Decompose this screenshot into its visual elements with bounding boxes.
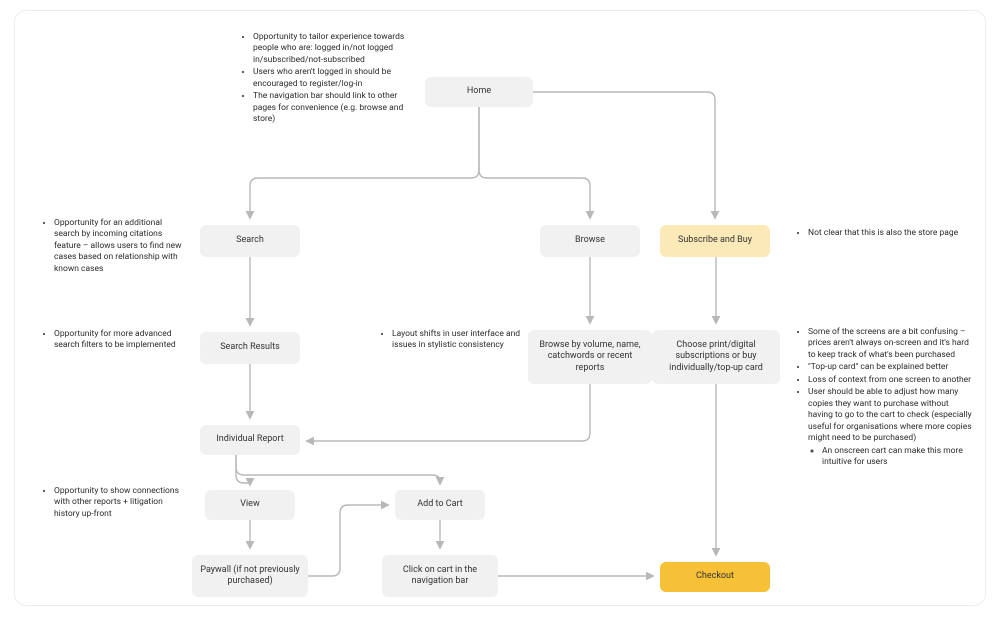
- node-individual: Individual Report: [200, 425, 300, 455]
- node-checkout: Checkout: [660, 562, 770, 592]
- node-add-cart: Add to Cart: [395, 490, 485, 520]
- node-subscribe: Subscribe and Buy: [660, 225, 770, 257]
- annotation-left-results: Opportunity for more advanced search fil…: [40, 329, 188, 353]
- node-label: Individual Report: [216, 434, 283, 445]
- annotation-item: Layout shifts in user interface and issu…: [392, 329, 526, 352]
- annotation-list: Opportunity to show connections with oth…: [40, 486, 188, 520]
- annotation-left-search: Opportunity for an additional search by …: [40, 218, 188, 276]
- annotation-item: Users who aren't logged in should be enc…: [253, 67, 409, 90]
- node-label: Browse: [575, 235, 605, 246]
- annotation-right-choose: Some of the screens are a bit confusing …: [794, 327, 974, 470]
- annotation-top-notes: Opportunity to tailor experience towards…: [239, 32, 409, 127]
- node-search-results: Search Results: [200, 332, 300, 364]
- annotation-list: Layout shifts in user interface and issu…: [378, 329, 526, 352]
- annotation-item: Opportunity to show connections with oth…: [54, 486, 188, 520]
- annotation-right-store: Not clear that this is also the store pa…: [794, 228, 969, 240]
- annotation-item: Opportunity for more advanced search fil…: [54, 329, 188, 352]
- node-choose: Choose print/digital subscriptions or bu…: [652, 330, 780, 384]
- annotation-subitem: An onscreen cart can make this more intu…: [822, 446, 974, 469]
- annotation-item: Some of the screens are a bit confusing …: [808, 327, 974, 361]
- node-label: Paywall (if not previously purchased): [200, 565, 300, 588]
- node-label: Click on cart in the navigation bar: [390, 565, 490, 588]
- annotation-item: Not clear that this is also the store pa…: [808, 228, 969, 239]
- annotation-item: Opportunity for an additional search by …: [54, 218, 188, 275]
- node-search: Search: [200, 225, 300, 257]
- node-label: View: [240, 499, 259, 510]
- node-home: Home: [425, 77, 533, 107]
- node-label: Browse by volume, name, catchwords or re…: [536, 340, 644, 374]
- annotation-item: "Top-up card" can be explained better: [808, 362, 974, 373]
- node-browse: Browse: [540, 225, 640, 257]
- annotation-item: Opportunity to tailor experience towards…: [253, 32, 409, 66]
- annotation-list: Opportunity for an additional search by …: [40, 218, 188, 275]
- node-label: Search: [236, 235, 264, 246]
- annotation-list: Some of the screens are a bit confusing …: [794, 327, 974, 469]
- annotation-list: Opportunity to tailor experience towards…: [239, 32, 409, 126]
- annotation-list: Not clear that this is also the store pa…: [794, 228, 969, 239]
- annotation-item: User should be able to adjust how many c…: [808, 387, 974, 468]
- node-label: Checkout: [696, 571, 734, 582]
- node-label: Search Results: [220, 342, 280, 353]
- node-label: Choose print/digital subscriptions or bu…: [660, 340, 772, 374]
- node-paywall: Paywall (if not previously purchased): [192, 555, 308, 597]
- node-label: Add to Cart: [417, 499, 462, 510]
- node-view: View: [205, 490, 295, 520]
- node-click-cart: Click on cart in the navigation bar: [382, 555, 498, 597]
- node-label: Home: [467, 86, 491, 97]
- diagram-canvas: Home Search Browse Subscribe and Buy Search …: [0, 0, 1000, 620]
- annotation-list: Opportunity for more advanced search fil…: [40, 329, 188, 352]
- annotation-item: Loss of context from one screen to anoth…: [808, 375, 974, 386]
- annotation-item: The navigation bar should link to other …: [253, 91, 409, 125]
- annotation-mid-layout: Layout shifts in user interface and issu…: [378, 329, 526, 353]
- node-label: Subscribe and Buy: [678, 235, 752, 246]
- annotation-left-view: Opportunity to show connections with oth…: [40, 486, 188, 521]
- node-browse-by: Browse by volume, name, catchwords or re…: [528, 330, 652, 384]
